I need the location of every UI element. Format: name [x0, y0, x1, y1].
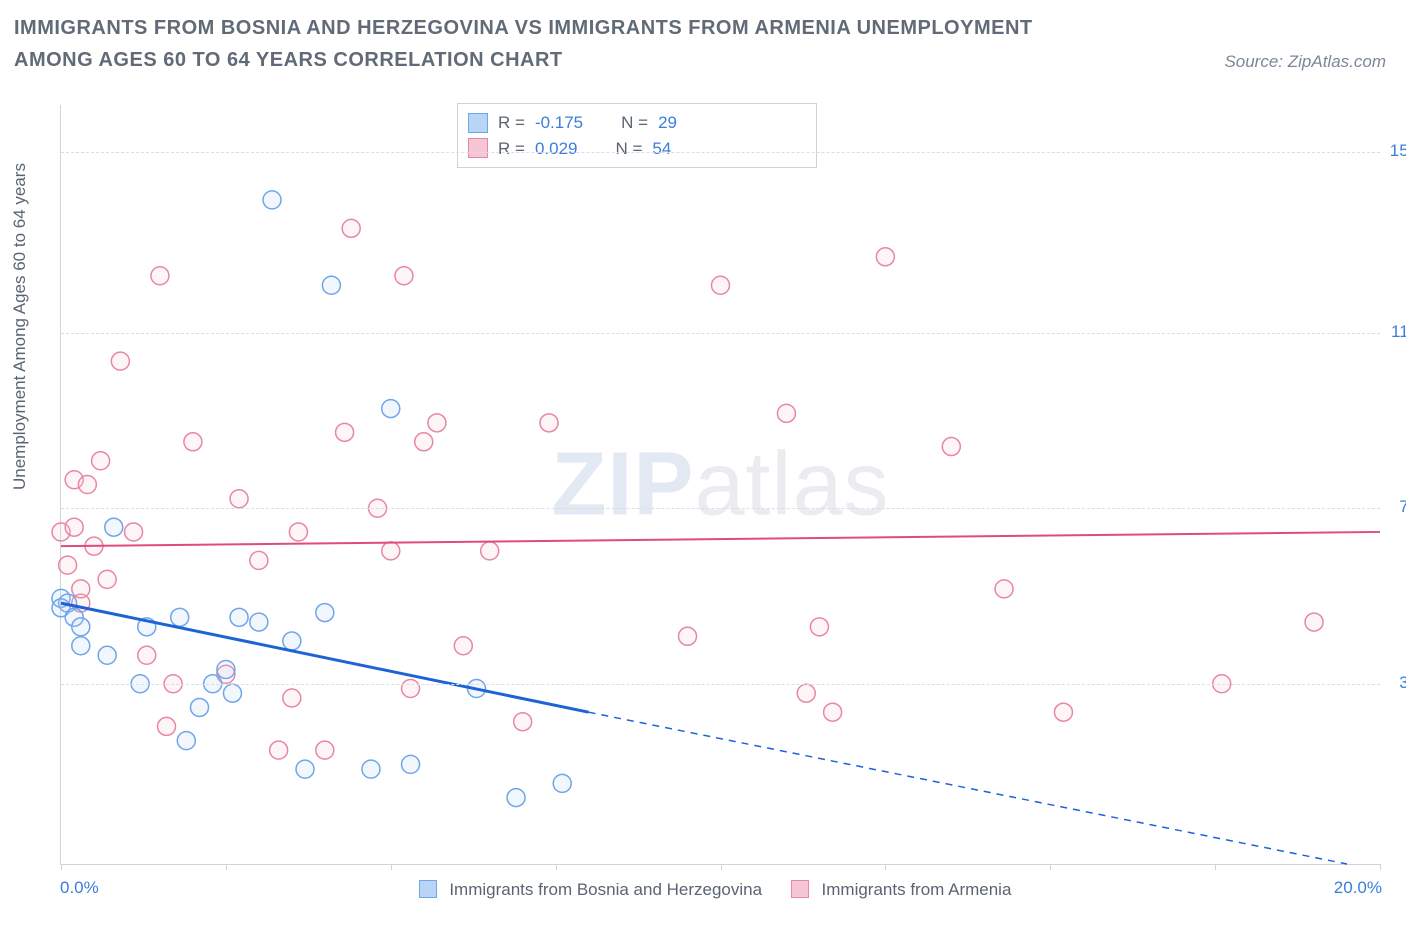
y-tick-label: 15.0%: [1390, 141, 1406, 161]
series-legend: Immigrants from Bosnia and Herzegovina I…: [0, 880, 1406, 900]
chart-svg: [61, 105, 1380, 864]
source-attribution: Source: ZipAtlas.com: [1224, 52, 1386, 72]
legend-label-bosnia: Immigrants from Bosnia and Herzegovina: [449, 880, 762, 899]
chart-title: IMMIGRANTS FROM BOSNIA AND HERZEGOVINA V…: [14, 12, 1094, 76]
legend-swatch-bosnia: [419, 880, 437, 898]
y-tick-label: 3.8%: [1399, 673, 1406, 693]
y-tick-label: 7.5%: [1399, 497, 1406, 517]
plot-area: ZIPatlas R = -0.175 N = 29 R = 0.029 N =…: [60, 105, 1380, 865]
y-tick-label: 11.2%: [1391, 322, 1406, 342]
y-axis-label: Unemployment Among Ages 60 to 64 years: [10, 163, 30, 490]
legend-label-armenia: Immigrants from Armenia: [822, 880, 1012, 899]
chart-container: { "title": "IMMIGRANTS FROM BOSNIA AND H…: [0, 0, 1406, 930]
legend-swatch-armenia: [791, 880, 809, 898]
